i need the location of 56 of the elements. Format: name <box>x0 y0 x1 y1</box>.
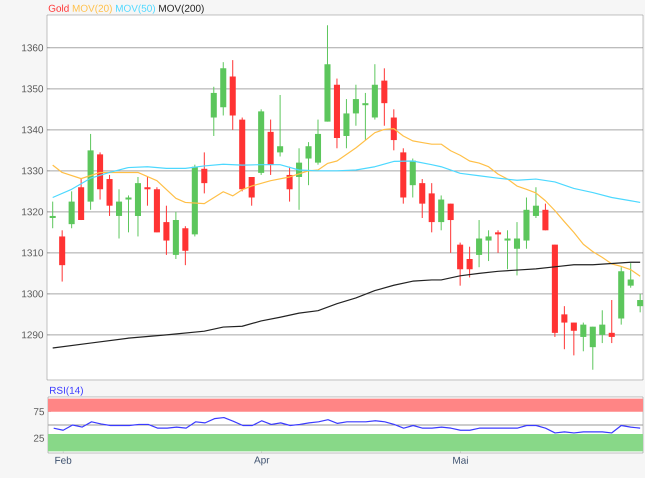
candlestick <box>561 306 568 350</box>
candlestick <box>438 194 444 231</box>
candlestick <box>608 300 615 344</box>
y-tick-label: 75 <box>34 408 44 416</box>
y-tick-label: 1330 <box>22 167 44 174</box>
x-tick-label: Apr <box>254 456 270 466</box>
text: MOV(20) <box>72 4 112 14</box>
candlestick <box>504 230 511 270</box>
candlestick <box>352 84 359 126</box>
candlestick <box>476 220 482 268</box>
candlestick <box>486 230 492 262</box>
text: RSI(14) <box>50 386 83 396</box>
candlestick <box>419 178 426 218</box>
candlestick <box>125 194 132 233</box>
candlestick <box>163 205 170 256</box>
text: MOV(50) <box>116 4 155 14</box>
text: Gold <box>48 4 69 12</box>
candlestick <box>362 92 368 141</box>
candlestick <box>343 98 350 149</box>
candlestick <box>277 94 284 157</box>
candlestick <box>532 186 539 218</box>
candlestick <box>390 108 397 151</box>
candlestick <box>628 262 634 288</box>
y-tick-label: 25 <box>34 434 44 442</box>
candlestick <box>448 203 454 254</box>
candlestick <box>590 326 596 370</box>
candlestick <box>580 322 586 352</box>
y-tick-label: 1320 <box>22 208 44 216</box>
candlestick <box>68 190 75 229</box>
candlestick <box>201 152 208 194</box>
y-tick-label: 1340 <box>22 126 44 134</box>
candlestick <box>144 176 150 206</box>
x-tick-label: Feb <box>55 456 72 464</box>
candlestick <box>570 322 577 356</box>
candlestick <box>495 230 502 254</box>
x-tick-label: Mai <box>453 456 468 464</box>
candlestick <box>637 293 644 313</box>
y-tick-label: 1310 <box>22 249 44 256</box>
y-tick-label: 1350 <box>22 85 44 92</box>
candlestick <box>542 203 548 231</box>
candlestick <box>514 222 520 276</box>
candlestick <box>116 188 122 239</box>
candlestick <box>286 166 293 202</box>
candlestick <box>466 246 473 278</box>
candlestick <box>248 176 255 206</box>
y-tick-label: 1300 <box>22 290 44 298</box>
y-tick-label: 1290 <box>22 331 44 338</box>
line-series <box>52 160 641 204</box>
candlestick <box>599 310 606 344</box>
candlestick <box>50 201 56 229</box>
candlestick <box>305 142 312 186</box>
candlestick <box>182 226 188 266</box>
line-series <box>52 262 641 349</box>
text: MOV(200) <box>159 4 204 14</box>
candlestick <box>381 68 388 126</box>
y-tick-label: 1360 <box>22 44 44 52</box>
